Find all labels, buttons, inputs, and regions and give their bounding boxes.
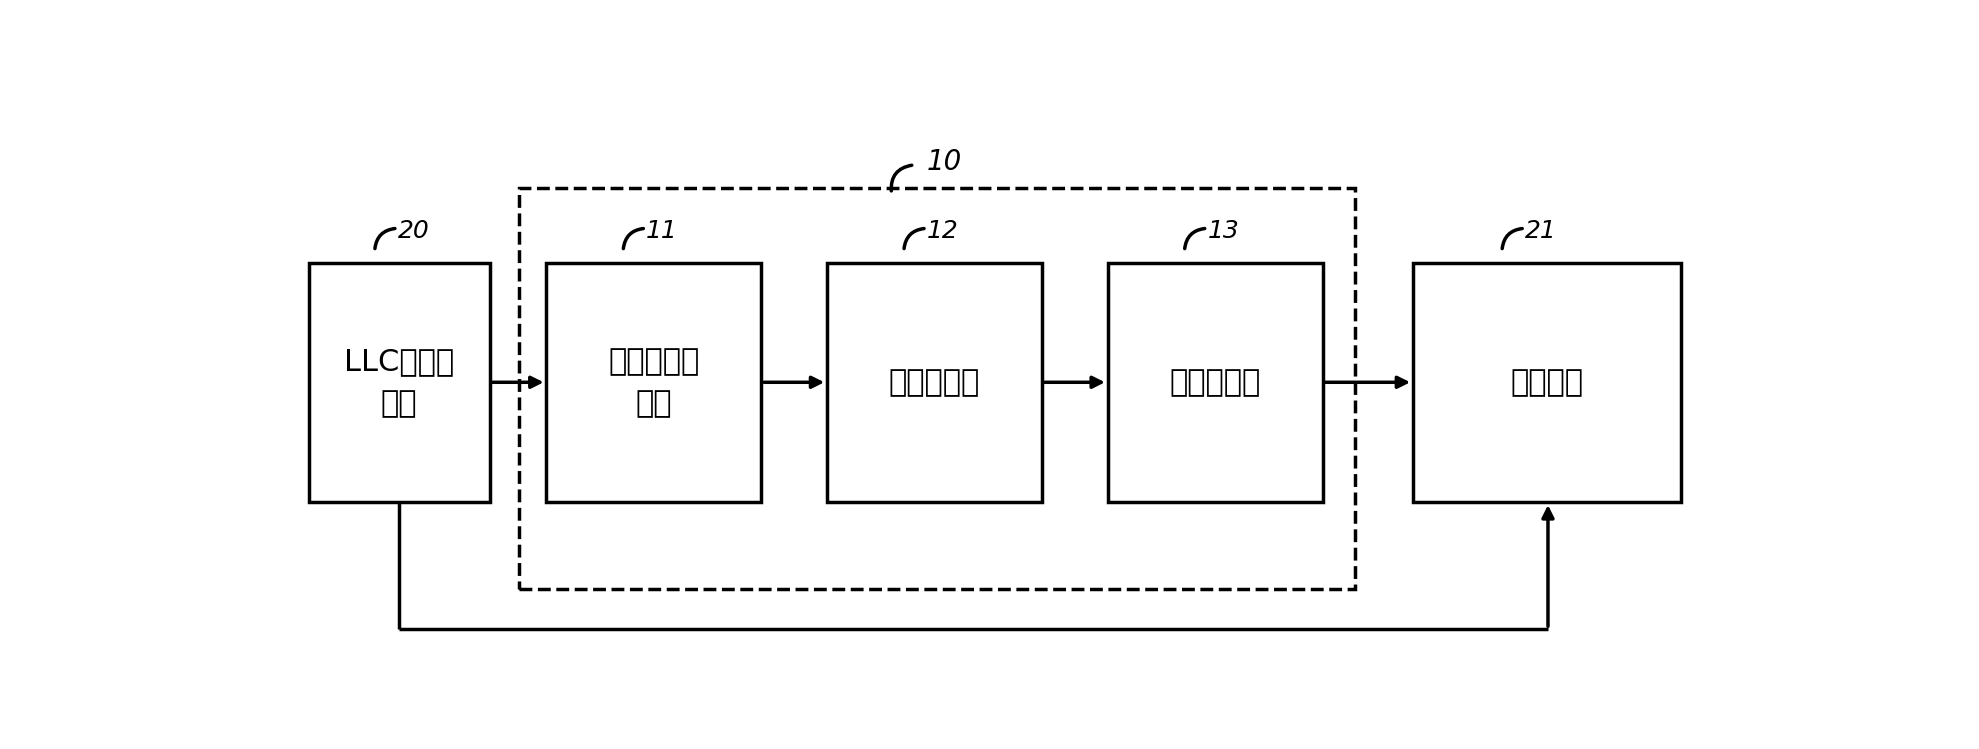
Bar bbox=[309, 263, 489, 503]
Text: 11: 11 bbox=[647, 219, 679, 243]
Text: 21: 21 bbox=[1526, 219, 1557, 243]
Bar bbox=[1108, 263, 1322, 503]
Bar bbox=[518, 188, 1356, 589]
Text: 比较器模块: 比较器模块 bbox=[889, 368, 980, 397]
Text: LLC谐振变
换器: LLC谐振变 换器 bbox=[344, 347, 455, 419]
Text: 20: 20 bbox=[398, 219, 429, 243]
Text: 隔离器模块: 隔离器模块 bbox=[1170, 368, 1261, 397]
Bar bbox=[546, 263, 762, 503]
Bar bbox=[827, 263, 1041, 503]
Text: 主控芯片: 主控芯片 bbox=[1510, 368, 1583, 397]
Bar bbox=[1413, 263, 1682, 503]
Text: 13: 13 bbox=[1207, 219, 1239, 243]
Text: 10: 10 bbox=[926, 148, 962, 176]
Text: 电流互感器
模块: 电流互感器 模块 bbox=[608, 347, 699, 419]
Text: 12: 12 bbox=[926, 219, 958, 243]
